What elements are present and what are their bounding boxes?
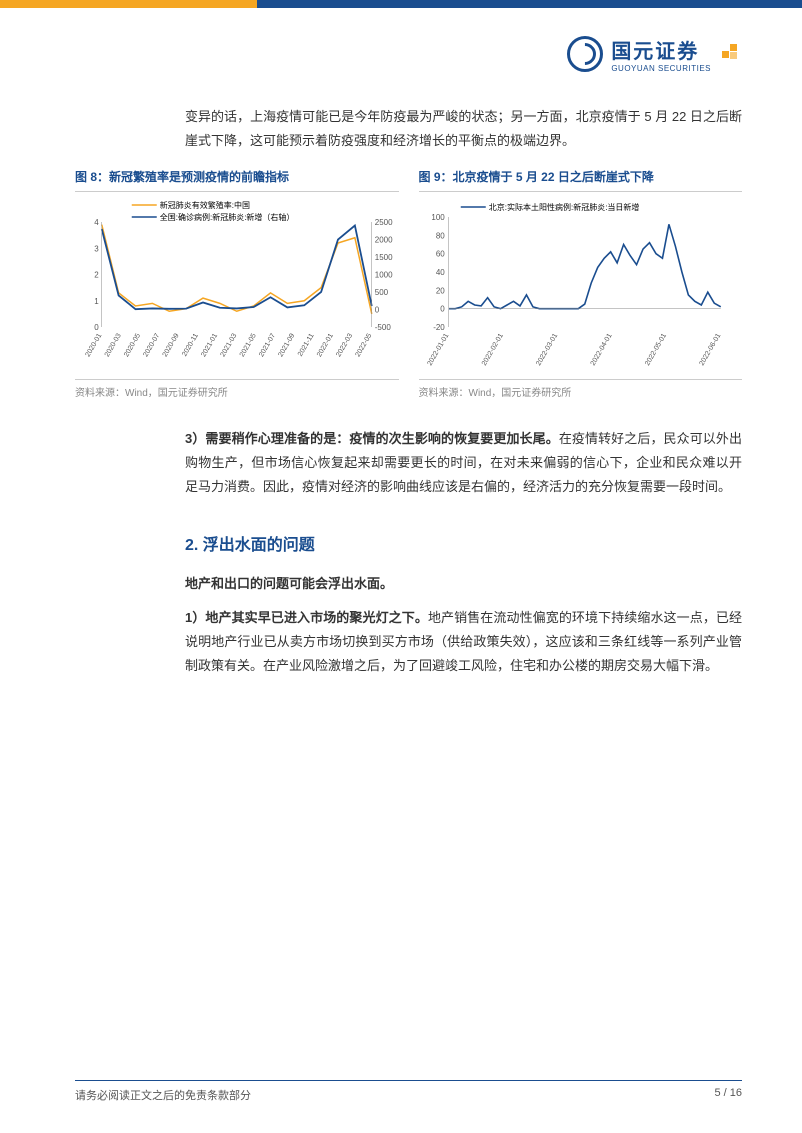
svg-text:2022-01-01: 2022-01-01: [426, 333, 450, 368]
para4-lead: 1）地产其实早已进入市场的聚光灯之下。: [185, 610, 428, 625]
svg-text:2020-03: 2020-03: [104, 333, 123, 359]
svg-text:20: 20: [435, 286, 444, 295]
footer-page-number: 5 / 16: [714, 1087, 742, 1103]
chart-8-block: 图 8：新冠繁殖率是预测疫情的前瞻指标 新冠肺炎有效繁殖率:中国全国:确诊病例:…: [75, 168, 399, 399]
section-2-subtitle: 地产和出口的问题可能会浮出水面。: [75, 573, 742, 592]
paragraph-4: 1）地产其实早已进入市场的聚光灯之下。地产销售在流动性偏宽的环境下持续缩水这一点…: [75, 606, 742, 678]
page-footer: 请务必阅读正文之后的免责条款部分 5 / 16: [75, 1080, 742, 1103]
svg-text:0: 0: [94, 323, 99, 332]
svg-text:2022-06-01: 2022-06-01: [698, 333, 722, 368]
para3-lead: 3）需要稍作心理准备的是：疫情的次生影响的恢复要更加长尾。: [185, 431, 559, 446]
svg-text:2021-09: 2021-09: [277, 333, 296, 359]
chart-8-title: 图 8：新冠繁殖率是预测疫情的前瞻指标: [75, 168, 399, 192]
chart-8: 新冠肺炎有效繁殖率:中国全国:确诊病例:新冠肺炎:新增（右轴） 0 1 2 3 4 -500…: [75, 197, 399, 372]
svg-text:0: 0: [375, 306, 380, 315]
svg-text:500: 500: [375, 288, 389, 297]
svg-text:1000: 1000: [375, 271, 393, 280]
svg-text:2022-01: 2022-01: [316, 333, 335, 359]
svg-text:100: 100: [431, 213, 445, 222]
svg-text:2020-05: 2020-05: [123, 333, 142, 359]
svg-text:2021-01: 2021-01: [200, 333, 219, 359]
svg-text:2021-03: 2021-03: [220, 333, 239, 359]
svg-text:2022-05: 2022-05: [355, 333, 374, 359]
svg-text:2022-05-01: 2022-05-01: [644, 333, 668, 368]
svg-text:4: 4: [94, 218, 99, 227]
svg-text:0: 0: [440, 305, 445, 314]
chart-9-source: 资料来源：Wind，国元证券研究所: [419, 379, 743, 399]
svg-text:2022-02-01: 2022-02-01: [480, 333, 504, 368]
svg-text:北京:实际本土阳性病例:新冠肺炎:当日新增: 北京:实际本土阳性病例:新冠肺炎:当日新增: [488, 202, 639, 212]
chart-9-block: 图 9：北京疫情于 5 月 22 日之后断崖式下降 北京:实际本土阳性病例:新冠…: [419, 168, 743, 399]
logo-name-en: GUOYUAN SECURITIES: [611, 64, 711, 73]
svg-text:2000: 2000: [375, 236, 393, 245]
logo-name-cn: 国元证券: [611, 35, 711, 64]
chart-9: 北京:实际本土阳性病例:新冠肺炎:当日新增 -20 0 20 40 60 80 100 2022…: [419, 197, 743, 372]
svg-text:2: 2: [94, 271, 99, 280]
svg-text:1500: 1500: [375, 253, 393, 262]
svg-text:2020-09: 2020-09: [162, 333, 181, 359]
svg-text:2020-01: 2020-01: [85, 333, 104, 359]
svg-text:2022-03-01: 2022-03-01: [535, 333, 559, 368]
chart-9-title: 图 9：北京疫情于 5 月 22 日之后断崖式下降: [419, 168, 743, 192]
logo-squares-icon: [722, 44, 742, 64]
svg-text:2022-04-01: 2022-04-01: [589, 333, 613, 368]
paragraph-3: 3）需要稍作心理准备的是：疫情的次生影响的恢复要更加长尾。在疫情转好之后，民众可…: [75, 427, 742, 499]
svg-text:2021-11: 2021-11: [297, 333, 316, 358]
intro-paragraph: 变异的话，上海疫情可能已是今年防疫最为严峻的状态；另一方面，北京疫情于 5 月 …: [75, 105, 742, 153]
chart-8-source: 资料来源：Wind，国元证券研究所: [75, 379, 399, 399]
svg-text:-500: -500: [375, 323, 392, 332]
svg-text:3: 3: [94, 244, 99, 253]
svg-text:-20: -20: [433, 323, 445, 332]
svg-text:2022-03: 2022-03: [335, 333, 354, 359]
svg-text:2021-05: 2021-05: [239, 333, 258, 359]
svg-text:80: 80: [435, 231, 444, 240]
svg-text:2020-11: 2020-11: [181, 333, 200, 358]
svg-text:1: 1: [94, 297, 99, 306]
svg-text:2020-07: 2020-07: [142, 333, 161, 359]
footer-disclaimer: 请务必阅读正文之后的免责条款部分: [75, 1087, 251, 1103]
section-2-title: 2. 浮出水面的问题: [75, 531, 742, 555]
svg-text:2021-07: 2021-07: [258, 333, 277, 359]
svg-text:60: 60: [435, 250, 444, 259]
svg-text:新冠肺炎有效繁殖率:中国: 新冠肺炎有效繁殖率:中国: [160, 200, 250, 210]
svg-text:2500: 2500: [375, 218, 393, 227]
top-accent-bar: [0, 0, 802, 8]
logo-icon: [567, 36, 603, 72]
brand-logo: 国元证券 GUOYUAN SECURITIES: [567, 35, 742, 73]
svg-text:40: 40: [435, 268, 444, 277]
svg-text:全国:确诊病例:新冠肺炎:新增（右轴）: 全国:确诊病例:新冠肺炎:新增（右轴）: [160, 212, 295, 222]
